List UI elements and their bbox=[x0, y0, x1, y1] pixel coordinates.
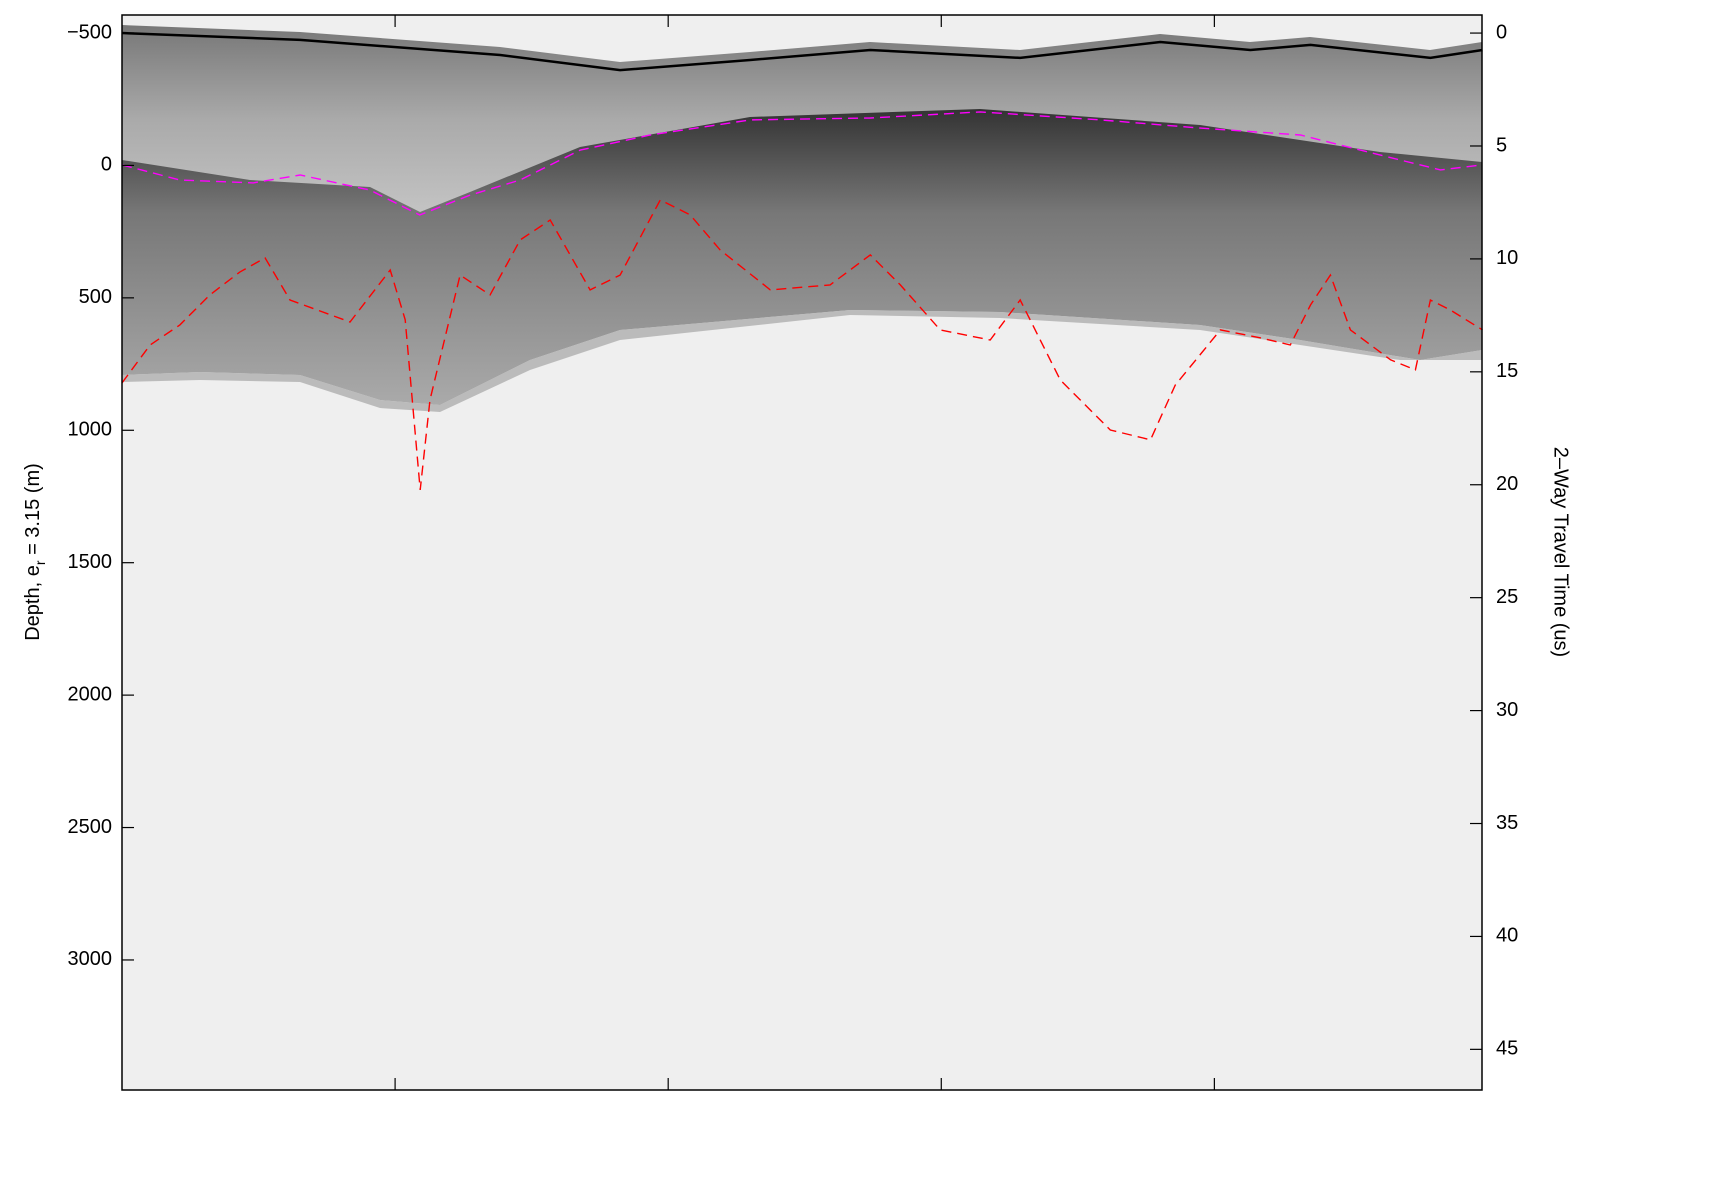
ice-layer bbox=[122, 109, 1482, 405]
y-tick-label: 2500 bbox=[68, 816, 113, 838]
y2-tick-label: 10 bbox=[1496, 247, 1518, 269]
line-series bbox=[121, 31, 1483, 72]
y-tick-label: 2000 bbox=[68, 683, 113, 705]
plot-frame bbox=[121, 14, 1483, 1091]
y-tick-label: −500 bbox=[67, 21, 112, 43]
y2-tick-label: 40 bbox=[1496, 925, 1518, 947]
y2-tick-label: 15 bbox=[1496, 360, 1518, 382]
y2-tick-label: 25 bbox=[1496, 586, 1518, 608]
line-series bbox=[121, 198, 1483, 490]
y2-tick-label: 35 bbox=[1496, 812, 1518, 834]
y-tick-label: 500 bbox=[79, 286, 112, 308]
y-tick-label: 0 bbox=[101, 154, 112, 176]
y-label-rest: = 3.15 (m) bbox=[22, 463, 44, 560]
y2-axis-label: 2–Way Travel Time (us) bbox=[1550, 447, 1572, 657]
y-tick-label: 1000 bbox=[68, 419, 113, 441]
y-axis-label: Depth, er = 3.15 (m) bbox=[22, 463, 47, 641]
y-tick-label: 3000 bbox=[68, 948, 113, 970]
y2-tick-label: 30 bbox=[1496, 699, 1518, 721]
y-label-sub: r bbox=[32, 560, 48, 565]
y2-tick-label: 0 bbox=[1496, 21, 1507, 43]
y-label-main: Depth, e bbox=[22, 565, 44, 641]
y2-tick-label: 20 bbox=[1496, 473, 1518, 495]
y2-tick-label: 45 bbox=[1496, 1038, 1518, 1060]
line-series bbox=[121, 111, 1483, 216]
y-tick-label: 1500 bbox=[68, 551, 113, 573]
y2-tick-label: 5 bbox=[1496, 134, 1507, 156]
upper-layer bbox=[122, 25, 1482, 215]
